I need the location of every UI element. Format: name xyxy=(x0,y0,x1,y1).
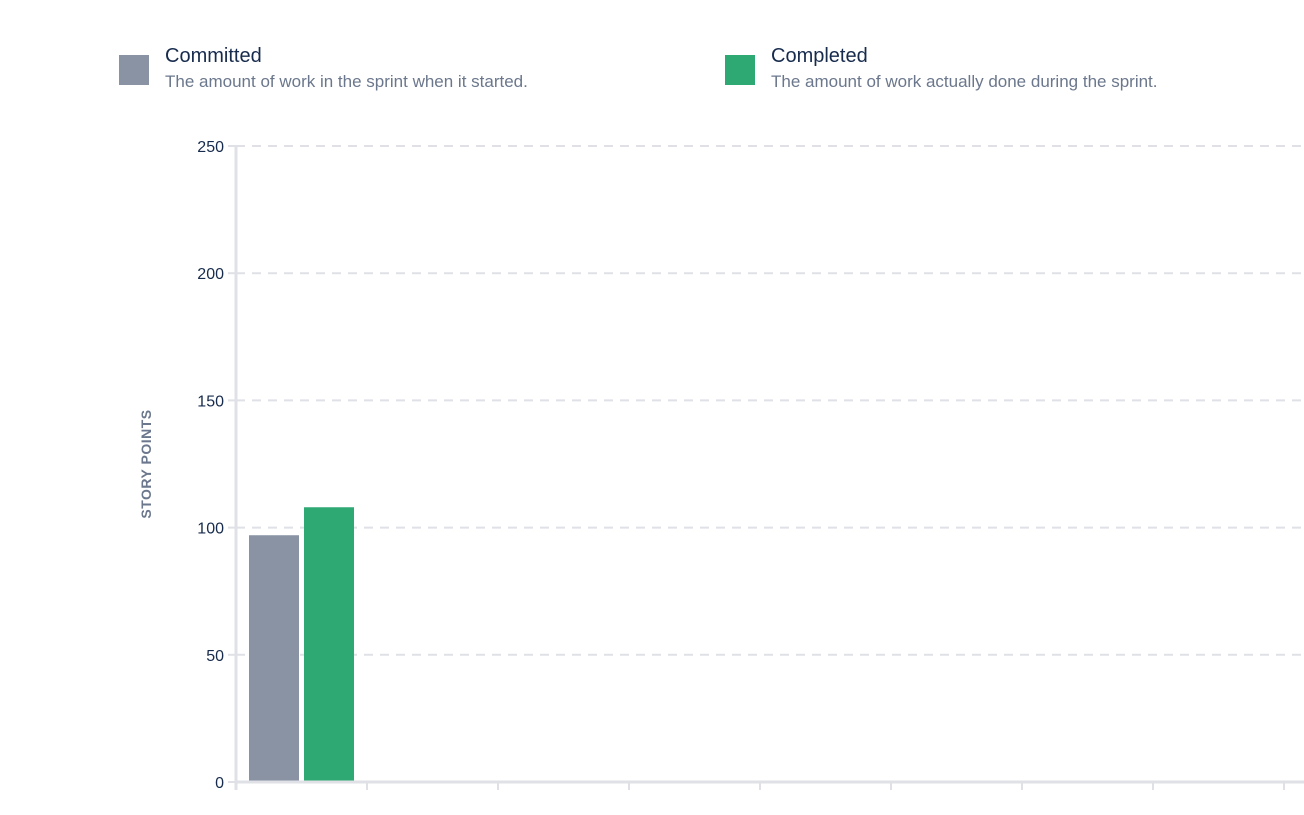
legend-description-committed: The amount of work in the sprint when it… xyxy=(165,72,528,91)
legend-description-completed: The amount of work actually done during … xyxy=(771,72,1158,91)
y-tick-label-0: 0 xyxy=(215,775,224,792)
legend-swatch-completed xyxy=(725,55,755,85)
y-tick-label-150: 150 xyxy=(197,393,224,410)
bars xyxy=(249,507,354,782)
y-tick-label-50: 50 xyxy=(206,648,224,665)
legend-swatch-committed xyxy=(119,55,149,85)
y-tick-label-250: 250 xyxy=(197,139,224,156)
legend-title-completed: Completed xyxy=(771,45,868,67)
legend-title-committed: Committed xyxy=(165,45,262,67)
bar-completed xyxy=(304,507,354,782)
bar-committed xyxy=(249,535,299,782)
axes xyxy=(228,145,1304,790)
y-tick-label-100: 100 xyxy=(197,521,224,538)
chart-legend: Committed The amount of work in the spri… xyxy=(0,42,1304,102)
y-tick-labels: 0 50 100 150 200 250 xyxy=(197,139,224,792)
y-tick-label-200: 200 xyxy=(197,266,224,283)
y-axis-label: STORY POINTS xyxy=(138,409,154,518)
grid-lines xyxy=(236,145,1304,656)
